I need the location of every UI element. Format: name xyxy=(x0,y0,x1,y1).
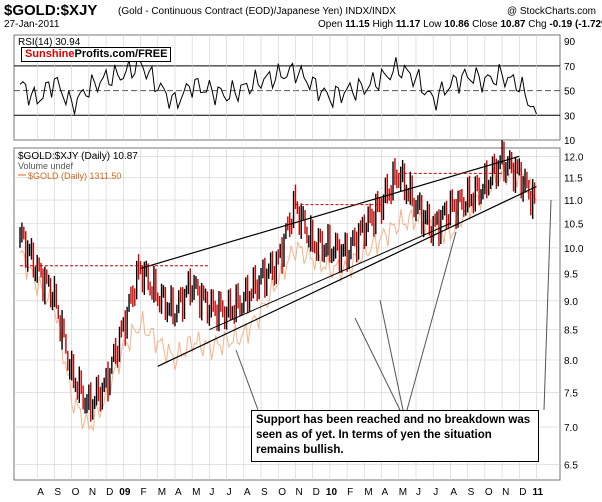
high-value: 11.17 xyxy=(395,19,421,30)
rsi-title: RSI(14) 30.94 xyxy=(18,37,81,48)
high-label: High xyxy=(372,19,394,30)
x-tick-label: M xyxy=(399,487,407,498)
main-y-tick-label: 7.5 xyxy=(564,388,578,399)
x-tick-label: A xyxy=(244,487,251,498)
open-value: 11.15 xyxy=(345,19,370,30)
main-y-tick-label: 11.5 xyxy=(564,174,583,185)
support-segment-line xyxy=(209,222,451,330)
x-tick-label: J xyxy=(227,487,232,498)
chg-value: -0.19 (-1.72%) xyxy=(549,19,602,30)
callout-pointer xyxy=(354,317,401,411)
x-tick-label: O xyxy=(72,487,80,498)
watermark: @ StockCharts.com xyxy=(506,6,596,17)
rsi-y-tick-label: 30 xyxy=(564,111,576,122)
main-y-tick-label: 12.0 xyxy=(564,152,584,163)
low-value: 10.86 xyxy=(444,19,470,30)
close-value: 10.87 xyxy=(500,19,526,30)
main-y-tick-label: 10.5 xyxy=(564,219,584,230)
sunshine-profits-badge: SunshineProfits.com/FREE xyxy=(21,47,172,62)
main-y-tick-label: 7.0 xyxy=(564,423,578,434)
x-tick-label: M xyxy=(364,487,372,498)
close-label: Close xyxy=(472,19,498,30)
x-tick-label: F xyxy=(141,487,147,498)
main-y-tick-label: 8.0 xyxy=(564,356,578,367)
x-tick-label: M xyxy=(158,487,166,498)
legend-gold: $GOLD (Daily) 1311.50 xyxy=(28,171,121,181)
callout-pointer xyxy=(379,299,404,411)
main-y-tick-label: 8.5 xyxy=(564,326,578,337)
x-tick-label: 10 xyxy=(326,487,338,498)
x-tick-label: J xyxy=(416,487,421,498)
x-tick-label: D xyxy=(106,487,113,498)
open-label: Open xyxy=(318,19,343,30)
x-tick-label: N xyxy=(502,487,509,498)
x-tick-label: J xyxy=(433,487,438,498)
main-y-tick-label: 9.5 xyxy=(564,270,578,281)
upper-channel-line xyxy=(140,155,520,269)
annotation-callout: Support has been reached and no breakdow… xyxy=(251,410,539,462)
rsi-y-tick-label: 70 xyxy=(564,62,576,73)
symbol-title: $GOLD:$XJY xyxy=(4,2,98,19)
x-tick-label: S xyxy=(468,487,475,498)
callout-pointer xyxy=(543,199,552,411)
rsi-y-tick-label: 90 xyxy=(564,37,576,48)
x-tick-label: A xyxy=(37,487,44,498)
chg-label: Chg xyxy=(528,19,547,30)
rsi-y-tick-label: 50 xyxy=(564,87,576,98)
x-tick-label: D xyxy=(313,487,320,498)
x-tick-label: J xyxy=(209,487,214,498)
x-tick-label: S xyxy=(261,487,268,498)
x-tick-label: O xyxy=(278,487,286,498)
callout-pointer xyxy=(235,349,259,411)
legend-price: $GOLD:$XJY (Daily) 10.87 xyxy=(18,151,138,162)
x-tick-label: D xyxy=(519,487,526,498)
x-tick-label: 11 xyxy=(533,487,544,498)
x-tick-label: 09 xyxy=(119,487,131,498)
callout-pointer xyxy=(406,231,457,411)
main-y-tick-label: 9.0 xyxy=(564,297,578,308)
lower-channel-line xyxy=(157,185,537,367)
x-tick-label: F xyxy=(347,487,353,498)
x-tick-label: O xyxy=(485,487,493,498)
x-tick-label: N xyxy=(89,487,96,498)
main-y-tick-label: 11.0 xyxy=(564,196,583,207)
badge-part2: Profits.com/FREE xyxy=(74,48,168,60)
x-tick-label: N xyxy=(295,487,302,498)
ohlc-readout: Open 11.15 High 11.17 Low 10.86 Close 10… xyxy=(318,19,602,30)
x-tick-label: M xyxy=(192,487,200,498)
x-tick-label: S xyxy=(54,487,61,498)
low-label: Low xyxy=(423,19,442,30)
rsi-y-tick-label: 10 xyxy=(564,136,576,147)
chart-date: 27-Jan-2011 xyxy=(4,19,60,30)
legend-volume: Volume undef xyxy=(18,161,74,171)
main-y-tick-label: 10.0 xyxy=(564,244,584,255)
main-y-tick-label: 6.5 xyxy=(564,460,578,471)
x-tick-label: A xyxy=(450,487,457,498)
rsi-line xyxy=(19,54,537,115)
badge-part1: Sunshine xyxy=(25,48,75,60)
x-tick-label: A xyxy=(175,487,182,498)
symbol-description: (Gold - Continuous Contract (EOD)/Japane… xyxy=(118,6,396,17)
x-tick-label: A xyxy=(382,487,389,498)
